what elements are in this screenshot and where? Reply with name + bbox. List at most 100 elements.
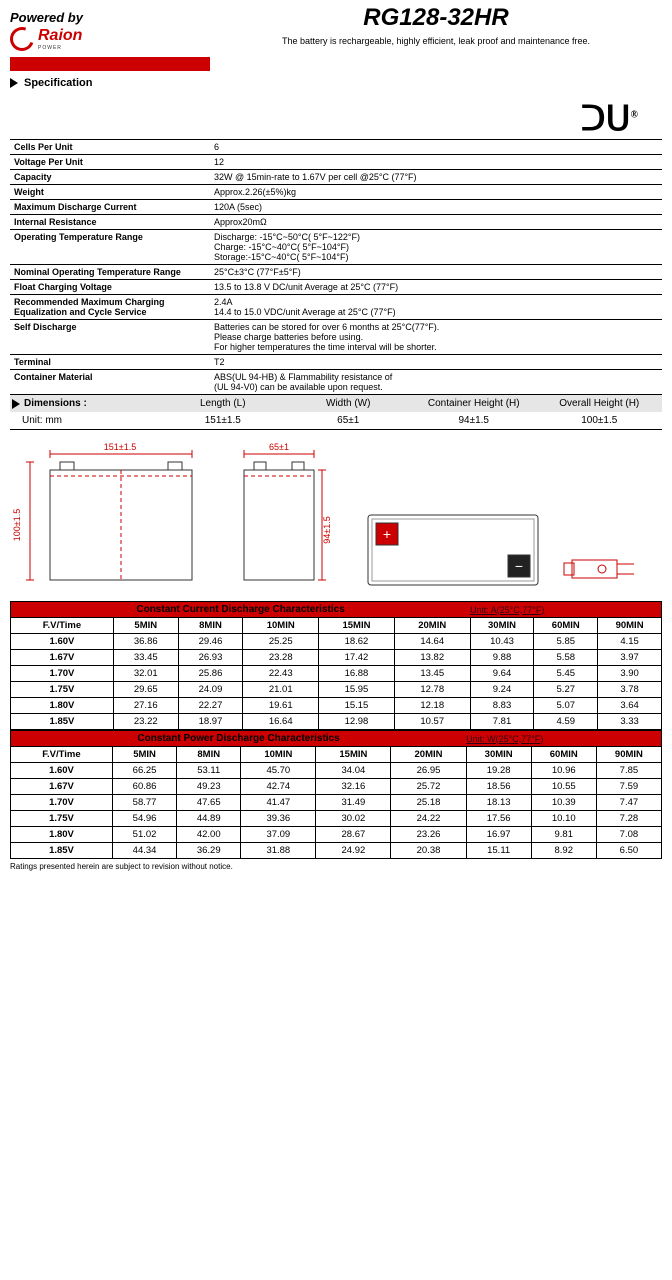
minus-icon: − [515,558,523,574]
spec-val: Batteries can be stored for over 6 month… [210,320,662,355]
spec-val: 13.5 to 13.8 V DC/unit Average at 25°C (… [210,280,662,295]
data-cell: 5.45 [534,666,598,682]
spec-key: Operating Temperature Range [10,230,210,265]
data-cell: 7.28 [596,811,661,827]
data-cell: 10.10 [531,811,596,827]
data-cell: 18.56 [466,779,531,795]
data-cell: 10.39 [531,795,596,811]
data-cell: 9.88 [470,650,534,666]
data-cell: 26.93 [178,650,243,666]
data-cell: 7.81 [470,714,534,730]
data-cell: 31.88 [241,843,316,859]
row-label: 1.60V [11,763,113,779]
col-header: 90MIN [596,747,661,763]
data-cell: 5.27 [534,682,598,698]
data-cell: 4.15 [598,634,662,650]
data-cell: 36.86 [113,634,178,650]
data-cell: 23.28 [243,650,319,666]
data-cell: 13.45 [394,666,470,682]
data-cell: 49.23 [177,779,241,795]
data-cell: 9.24 [470,682,534,698]
data-cell: 14.64 [394,634,470,650]
col-header: 30MIN [470,618,534,634]
spec-val: 25°C±3°C (77°F±5°F) [210,265,662,280]
data-cell: 3.78 [598,682,662,698]
data-cell: 5.58 [534,650,598,666]
powered-by-block: Powered by Raion POWER [10,10,210,71]
data-cell: 24.92 [316,843,391,859]
data-cell: 3.97 [598,650,662,666]
data-cell: 29.65 [113,682,178,698]
triangle-icon [12,399,20,409]
col-header: 15MIN [316,747,391,763]
data-cell: 31.49 [316,795,391,811]
data-cell: 25.72 [391,779,466,795]
dimensions-values: Unit: mm 151±1.5 65±1 94±1.5 100±1.5 [10,412,662,430]
discharge-power-table: Constant Power Discharge Characteristics… [10,730,662,859]
data-cell: 53.11 [177,763,241,779]
data-cell: 7.59 [596,779,661,795]
data-cell: 4.59 [534,714,598,730]
data-cell: 32.16 [316,779,391,795]
data-cell: 12.18 [394,698,470,714]
data-cell: 23.22 [113,714,178,730]
dim-val-OH: 100±1.5 [537,412,663,429]
data-cell: 9.64 [470,666,534,682]
data-cell: 60.86 [112,779,176,795]
data-cell: 42.74 [241,779,316,795]
discharge-current-table: Constant Current Discharge Characteristi… [10,601,662,730]
data-cell: 3.33 [598,714,662,730]
powered-by-text: Powered by [10,10,210,25]
col-header: 8MIN [177,747,241,763]
data-cell: 44.34 [112,843,176,859]
brand-logo: Raion POWER [10,27,210,51]
col-header: 30MIN [466,747,531,763]
spec-key: Weight [10,185,210,200]
spec-val: Discharge: -15°C~50°C( 5°F~122°F)Charge:… [210,230,662,265]
data-cell: 54.96 [112,811,176,827]
data-cell: 13.82 [394,650,470,666]
row-label: 1.67V [11,650,114,666]
row-label: 1.70V [11,666,114,682]
data-cell: 23.26 [391,827,466,843]
data-cell: 19.28 [466,763,531,779]
data-cell: 10.57 [394,714,470,730]
spec-key: Float Charging Voltage [10,280,210,295]
svg-text:65±1: 65±1 [269,442,289,452]
col-header: 20MIN [391,747,466,763]
data-cell: 15.95 [319,682,395,698]
spec-val: Approx20mΩ [210,215,662,230]
row-label: 1.85V [11,714,114,730]
data-cell: 15.15 [319,698,395,714]
data-cell: 26.95 [391,763,466,779]
data-cell: 37.09 [241,827,316,843]
col-header: F.V/Time [11,747,113,763]
col-header: 15MIN [319,618,395,634]
spec-val: 6 [210,140,662,155]
dim-unit: Unit: mm [10,412,160,429]
data-cell: 3.64 [598,698,662,714]
data-cell: 5.07 [534,698,598,714]
data-cell: 8.83 [470,698,534,714]
dimensions-header: Dimensions : Length (L) Width (W) Contai… [10,395,662,412]
data-cell: 22.43 [243,666,319,682]
data-cell: 3.90 [598,666,662,682]
dim-col-OH: Overall Height (H) [537,395,663,412]
data-cell: 6.50 [596,843,661,859]
data-cell: 25.25 [243,634,319,650]
dim-val-H: 94±1.5 [411,412,537,429]
spec-val: 120A (5sec) [210,200,662,215]
data-cell: 25.18 [391,795,466,811]
col-header: 20MIN [394,618,470,634]
row-label: 1.80V [11,698,114,714]
data-cell: 58.77 [112,795,176,811]
red-accent-bar [10,57,210,71]
model-block: RG128-32HR The battery is rechargeable, … [210,4,662,46]
logo-swoosh-icon [6,23,38,55]
spec-key: Maximum Discharge Current [10,200,210,215]
data-cell: 22.27 [178,698,243,714]
col-header: F.V/Time [11,618,114,634]
spec-val: ABS(UL 94-HB) & Flammability resistance … [210,370,662,395]
spec-key: Internal Resistance [10,215,210,230]
data-cell: 41.47 [241,795,316,811]
